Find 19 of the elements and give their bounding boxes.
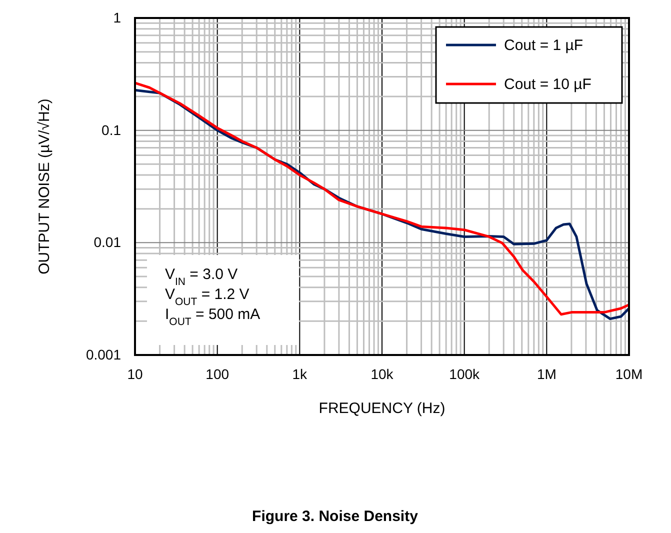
y-tick-label: 0.01 <box>94 234 122 250</box>
x-tick-label: 1M <box>536 366 556 382</box>
y-axis-title: OUTPUT NOISE (µV/√Hz) <box>36 98 53 274</box>
legend-label: Cout = 10 µF <box>504 76 592 93</box>
x-tick-label: 10k <box>370 366 394 382</box>
x-tick-label: 10 <box>127 366 143 382</box>
text: Figure 3. Noise Density <box>252 508 419 525</box>
x-tick-label: 100 <box>206 366 230 382</box>
x-tick-label: 100k <box>449 366 481 382</box>
x-tick-label: 1k <box>292 366 308 382</box>
annotation: V$_{IN}$ = 3.0 V <box>165 266 238 288</box>
y-tick-label: 1 <box>113 9 122 26</box>
legend-label: Cout = 1 µF <box>504 37 584 54</box>
y-tick-label: 0.001 <box>86 346 122 362</box>
annotation: I$_{OUT}$ = 500 mA <box>165 306 260 328</box>
x-tick-label: 10M <box>615 366 643 382</box>
annotation: V$_{OUT}$ = 1.2 V <box>165 286 250 308</box>
x-axis-title: FREQUENCY (Hz) <box>318 400 446 417</box>
y-tick-label: 0.1 <box>102 122 122 138</box>
